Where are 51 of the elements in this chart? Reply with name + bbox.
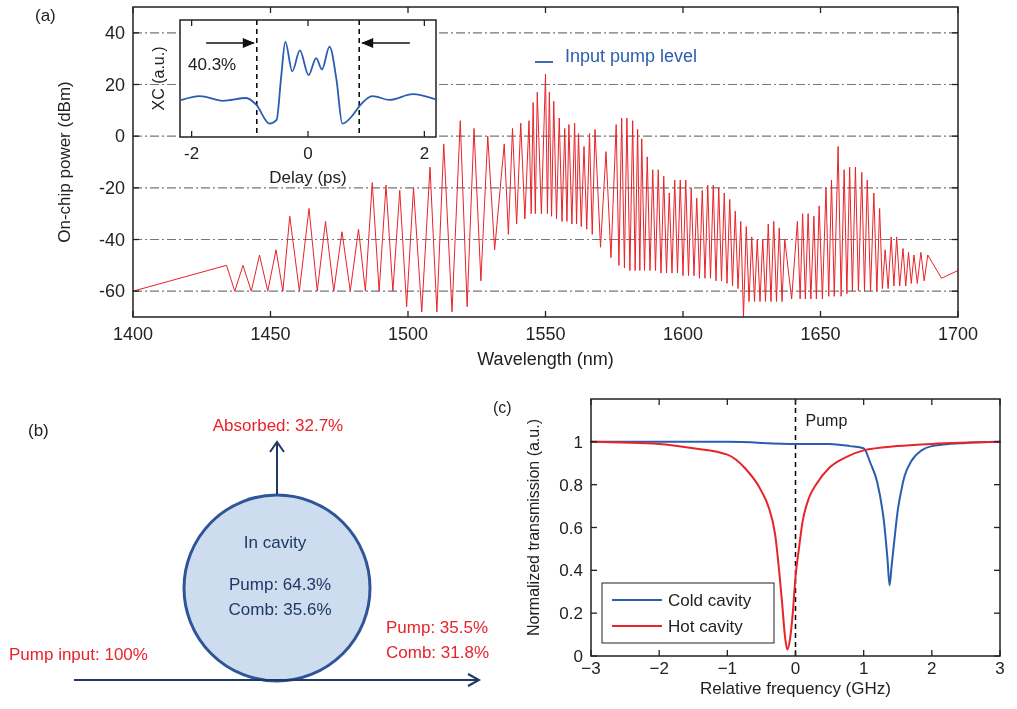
line-series: [590, 440, 1001, 651]
y-tick-label: -20: [98, 177, 125, 198]
x-tick-label: 2: [419, 144, 430, 163]
x-tick-label: 1500: [387, 324, 429, 344]
text: In cavity: [243, 533, 307, 552]
y-tick-label: 0: [573, 647, 583, 666]
x-tick-label: 1400: [112, 324, 154, 344]
y-tick-label: 0.8: [559, 475, 583, 495]
x-axis-title: Wavelength (nm): [477, 349, 614, 369]
text: Absorbed: 32.7%: [212, 416, 344, 435]
legend-label: Hot cavity: [668, 617, 744, 636]
text: Pump: 35.5%: [386, 618, 489, 637]
x-tick-label: −2: [649, 659, 669, 678]
y-tick-label: 40: [104, 22, 125, 43]
annotation: Input pump level: [565, 46, 698, 66]
y-axis-title: On-chip power (dBm): [55, 81, 74, 243]
x-tick-label: 1650: [800, 324, 841, 344]
x-tick-label: 1700: [937, 324, 979, 344]
y-tick-label: 0.2: [559, 604, 583, 624]
y-tick-label: 0: [114, 126, 125, 147]
text: Pump: 64.3%: [228, 575, 332, 594]
y-axis-title: XC (a.u.): [150, 46, 167, 111]
annotation: 40.3%: [188, 55, 237, 74]
x-tick-label: −1: [717, 659, 738, 678]
y-tick-label: -60: [98, 281, 125, 302]
chart-title: (a): [35, 6, 56, 25]
x-tick-label: 3: [995, 659, 1005, 678]
y-tick-label: 1: [573, 432, 583, 452]
text: Pump input: 100%: [9, 645, 148, 664]
y-axis-title: Normalized transmission (a.u.): [525, 419, 542, 636]
x-tick-label: 1: [858, 659, 869, 678]
y-tick-label: 0.6: [559, 518, 583, 538]
y-tick-label: 20: [104, 74, 125, 95]
text: Comb: 35.6%: [228, 600, 332, 619]
x-tick-label: 1450: [250, 324, 291, 344]
x-tick-label: 1600: [662, 324, 704, 344]
x-tick-label: −3: [581, 659, 601, 678]
x-tick-label: 0: [303, 144, 313, 163]
x-axis-title: Relative frequency (GHz): [700, 679, 891, 698]
text: (b): [28, 421, 49, 440]
x-tick-label: 2: [927, 659, 937, 678]
x-tick-label: 1550: [525, 324, 566, 344]
chart-title: (c): [493, 399, 512, 416]
legend-label: Cold cavity: [668, 591, 752, 610]
x-axis-title: Delay (ps): [269, 168, 347, 187]
text: Comb: 31.8%: [386, 643, 489, 662]
y-tick-label: 0.4: [559, 561, 583, 581]
x-tick-label: -2: [184, 144, 200, 163]
ref-line-label: Pump: [805, 412, 848, 429]
y-tick-label: -40: [98, 229, 125, 250]
x-tick-label: 0: [790, 659, 801, 678]
